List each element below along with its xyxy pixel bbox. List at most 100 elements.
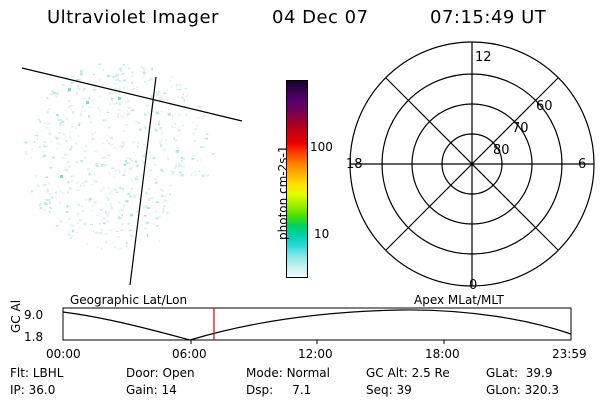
altitude-ytick-min: 1.8 [24,330,43,344]
uv-speckle [61,84,64,87]
uv-speckle [92,230,94,232]
uv-speckle [153,164,157,166]
uv-speckle [97,214,99,217]
uv-speckle [98,63,102,65]
uv-speckle [191,158,195,160]
uv-speckle [70,175,74,178]
uv-speckle [91,137,94,141]
uv-speckle [109,202,112,205]
uv-speckle [164,98,168,100]
uv-speckle [93,172,96,175]
uv-speckle [205,137,209,140]
uv-speckle [75,189,80,191]
uv-speckle [130,160,134,162]
uv-speckle [81,206,83,208]
uv-speckle [150,95,153,98]
uv-speckle [193,171,196,173]
uv-speckle [163,199,167,202]
uv-speckle [123,163,127,166]
uv-speckle [122,64,125,66]
uv-speckle [123,143,125,146]
uv-speckle [50,207,52,209]
uv-speckle [113,176,116,178]
uv-speckle [55,137,59,140]
uv-speckle [168,193,171,196]
uv-speckle [43,183,47,187]
uv-speckle [127,193,131,195]
uv-speckle [162,210,165,213]
uv-speckle [56,142,60,145]
uv-speckle [83,185,86,187]
uv-speckle [115,230,119,232]
uv-speckle [180,151,183,154]
uv-speckle [115,73,119,77]
uv-speckle [160,139,163,141]
uv-speckle [137,122,141,124]
uv-speckle [110,229,113,231]
uv-speckle [91,205,94,207]
uv-speckle [71,180,74,182]
uv-speckle [160,110,164,112]
uv-speckle [64,77,68,79]
uv-speckle [135,211,139,213]
uv-speckle [89,197,92,201]
uv-speckle [72,225,75,227]
uv-speckle [61,144,63,146]
uv-speckle [62,123,65,126]
uv-speckle [180,156,184,159]
uv-speckle [117,216,120,218]
uv-speckle [55,95,58,98]
uv-speckle [125,159,127,163]
uv-speckle [81,105,85,108]
uv-speckle [130,179,133,181]
uv-speckle [82,89,85,91]
uv-speckle [50,159,52,161]
uv-emission-speckles [24,63,215,250]
uv-speckle [90,223,93,226]
uv-speckle [121,141,124,144]
uv-speckle-bright [118,97,121,100]
uv-speckle [164,87,166,90]
uv-speckle [147,188,149,191]
colorbar-gradient [287,81,307,277]
uv-speckle [62,83,65,86]
uv-speckle [176,135,180,137]
uv-speckle [100,164,102,167]
uv-speckle [24,141,28,144]
uv-speckle [177,113,182,117]
info-dsp: Dsp: 7.1 [246,383,312,397]
uv-speckle [85,151,87,153]
uv-speckle [206,133,209,135]
altitude-ylabel: GC Alt [9,300,23,333]
colorbar-tick-100: 100 [310,140,333,154]
uv-speckle [136,164,139,167]
mlat-label-80: 80 [493,143,510,158]
uv-speckle [118,103,121,106]
uv-speckle [105,197,109,199]
uv-speckle [158,96,162,100]
uv-speckle [76,222,80,224]
uv-speckle [68,218,71,220]
uv-speckle [93,86,96,88]
uv-speckle [69,139,72,141]
uv-speckle [111,242,115,244]
uv-speckle [67,191,69,194]
uv-speckle [158,120,160,123]
mlat-label-60: 60 [536,99,553,114]
uv-speckle [138,128,142,131]
uv-speckle [46,111,50,114]
uv-speckle-bright [68,88,71,91]
uv-speckle [78,123,81,127]
uv-speckle [153,128,157,131]
uv-speckle [171,125,174,128]
uv-speckle [58,119,60,121]
uv-speckle [65,169,69,172]
uv-speckle [118,209,120,213]
uv-speckle [153,223,156,225]
instrument-title: Ultraviolet Imager [47,7,219,28]
altitude-plot: GC Alt 9.0 1.8 [9,300,572,344]
uv-speckle [50,196,54,199]
uv-speckle [204,167,206,169]
uv-speckle [162,207,165,211]
uv-speckle [62,192,64,195]
